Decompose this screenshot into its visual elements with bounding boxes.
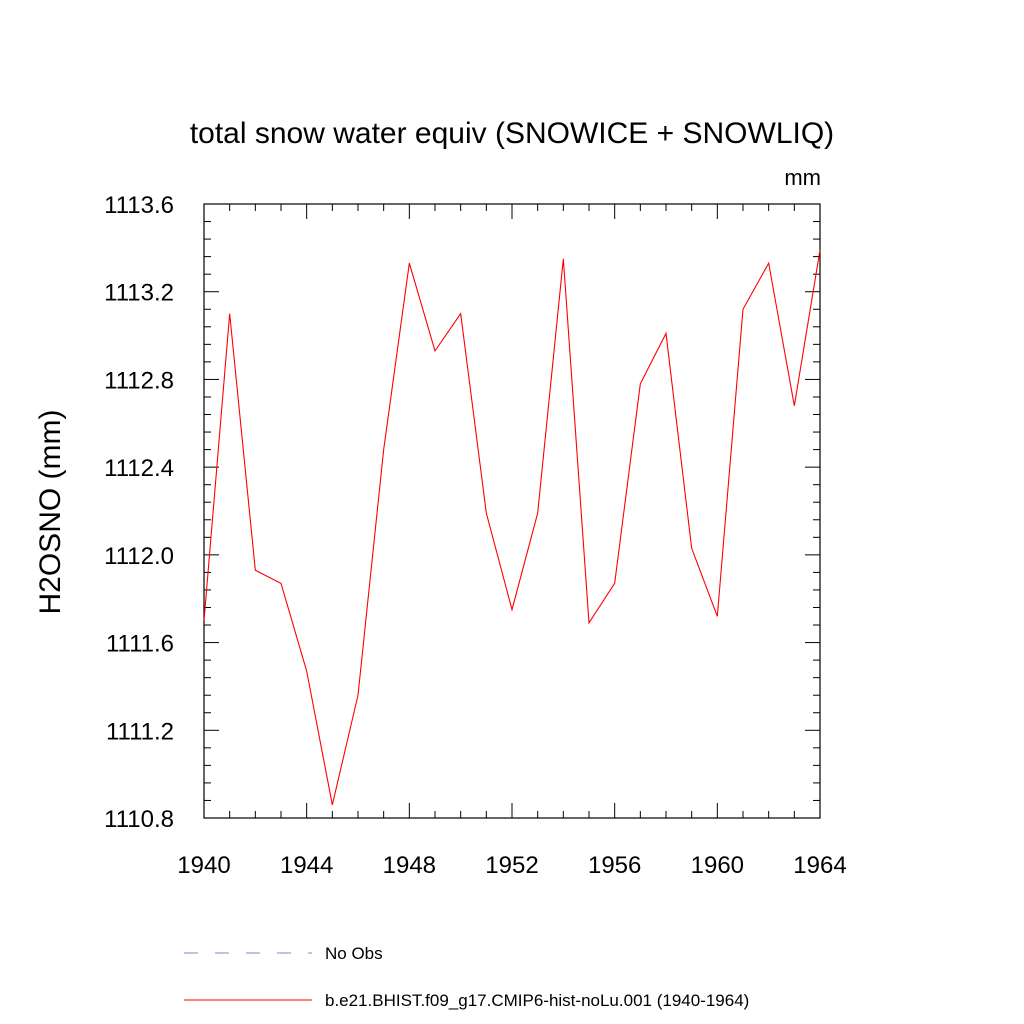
x-tick-label: 1964: [793, 852, 846, 879]
legend: No Obs b.e21.BHIST.f09_g17.CMIP6-hist-noL…: [184, 944, 749, 1010]
legend-label: b.e21.BHIST.f09_g17.CMIP6-hist-noLu.001 …: [325, 991, 749, 1010]
y-tick-label: 1113.2: [104, 280, 174, 307]
y-tick-label: 1112.0: [104, 543, 174, 570]
y-tick-label: 1112.4: [104, 455, 174, 482]
x-tick-label: 1944: [280, 852, 333, 879]
tick-labels: 1940 1944 1948 1952 1956 1960 1964 1110.8 1111.2…: [104, 192, 847, 879]
x-tick-label: 1956: [588, 852, 641, 879]
y-axis-title: H2OSNO (mm): [34, 410, 67, 615]
y-tick-label: 1112.8: [104, 367, 174, 394]
chart-title: total snow water equiv (SNOWICE + SNOWLI…: [190, 117, 834, 150]
plot-frame: [203, 203, 821, 819]
x-tick-label: 1960: [691, 852, 744, 879]
y-tick-label: 1111.2: [106, 718, 174, 745]
y-tick-label: 1111.6: [106, 631, 174, 658]
series-line-0: [203, 249, 821, 805]
x-tick-label: 1940: [177, 852, 230, 879]
y-tick-label: 1113.6: [104, 192, 174, 219]
ticks: [203, 203, 821, 819]
x-tick-label: 1948: [383, 852, 436, 879]
units-label: mm: [784, 165, 821, 190]
y-tick-label: 1110.8: [104, 806, 174, 833]
x-tick-label: 1952: [485, 852, 538, 879]
legend-label: No Obs: [325, 944, 383, 963]
series-layer: [203, 249, 821, 805]
